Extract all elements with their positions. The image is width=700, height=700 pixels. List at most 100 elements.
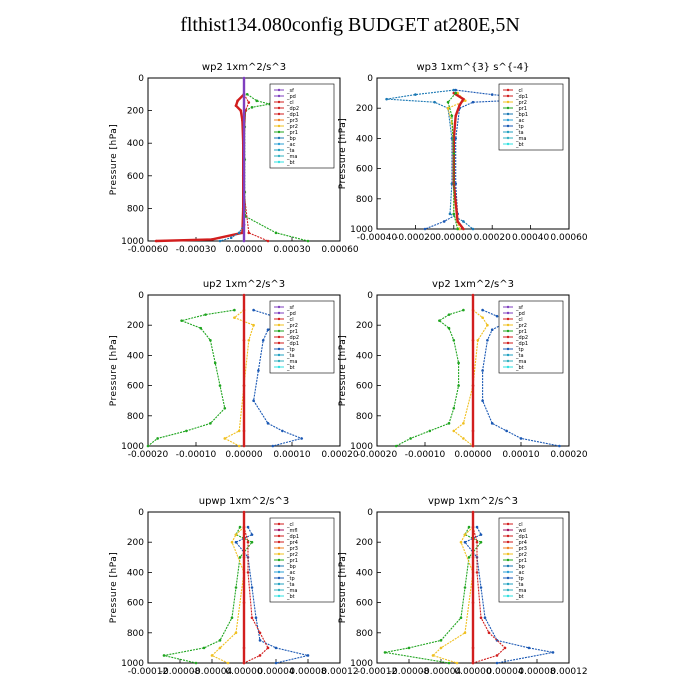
series-point-pr2	[464, 99, 467, 102]
panel-6: vpwp 1xm^2/s^3 Pressure [hPa] 0 200 400 600 80…	[338, 496, 588, 677]
y-tick-label: 400	[356, 351, 373, 361]
legend-marker	[277, 576, 281, 580]
legend-label: _cl	[515, 317, 523, 323]
x-tick-label: 0.00010	[273, 450, 310, 460]
series-point-pr2	[446, 106, 450, 110]
legend-label: _pr3	[515, 546, 527, 552]
legend-marker	[277, 347, 281, 351]
series-point-tp	[250, 533, 254, 536]
series-point-tp	[481, 399, 484, 403]
legend-marker	[506, 534, 510, 538]
legend-marker	[277, 88, 281, 92]
legend-marker	[506, 142, 510, 146]
series-point-pr1	[306, 239, 310, 243]
series-point-pr1	[238, 556, 242, 559]
legend-marker	[506, 305, 510, 309]
legend-label: _dp1	[515, 341, 528, 347]
y-tick-label: 0	[367, 291, 373, 301]
y-tick-label: 400	[127, 139, 144, 149]
series-point-cl	[471, 339, 475, 342]
series-point-dp1	[475, 540, 479, 544]
series-point-pr1	[204, 313, 207, 316]
series-point-tp	[475, 525, 479, 529]
y-tick-label: 400	[127, 568, 144, 578]
x-tick-label: 0.00004	[257, 667, 294, 677]
series-point-dp1	[266, 239, 270, 243]
series-point-tp	[558, 444, 561, 448]
y-tick-label: 1000	[121, 237, 144, 247]
legend-label: _bt	[515, 142, 524, 148]
legend-label: _tp	[515, 576, 524, 582]
legend-marker	[506, 136, 510, 140]
series-point-cl	[242, 384, 246, 387]
x-tick-label: 0.00000	[454, 667, 491, 677]
x-tick-label: 0.00010	[502, 450, 539, 460]
series-point-pr1	[274, 231, 278, 235]
series-point-cl	[462, 227, 465, 231]
series-point-pr1	[209, 339, 212, 342]
legend-label: _pr3	[286, 546, 298, 552]
legend-marker	[277, 136, 281, 140]
series-point-cl	[234, 104, 238, 108]
legend-label: _ta	[515, 130, 524, 136]
series-point-pr1	[199, 326, 203, 330]
y-axis-label: Pressure [hPa]	[338, 118, 348, 190]
series-point-pr1	[245, 93, 249, 96]
series-point-tp	[479, 533, 483, 536]
y-tick-label: 800	[356, 629, 373, 639]
series-point-pr2	[462, 422, 465, 425]
series-point-dp1	[503, 646, 507, 650]
series-point-pr1	[463, 586, 467, 589]
legend-label: _tp	[286, 576, 295, 582]
series-point-cl	[471, 601, 475, 604]
series-point-pr1	[428, 429, 432, 433]
series-point-pr2	[458, 227, 461, 231]
series-point-cl	[236, 99, 239, 103]
series-line-pr2	[431, 526, 474, 664]
legend-label: _bt	[515, 365, 524, 371]
series-point-pr1	[452, 212, 456, 216]
series-point-pr1	[447, 422, 451, 425]
series-point-tp	[486, 339, 489, 342]
legend-label: _ta	[286, 353, 295, 359]
series-line-pr1	[163, 526, 253, 664]
legend-marker	[506, 546, 510, 550]
series-point-pr2	[237, 429, 241, 433]
series-point-tp	[246, 525, 250, 529]
legend-marker	[506, 100, 510, 104]
series-point-bp1	[433, 100, 436, 104]
series-point-sf	[242, 125, 246, 129]
series-point-tp	[505, 429, 508, 433]
legend-marker	[277, 317, 281, 321]
x-tick-label: -0.00012	[357, 667, 397, 677]
series-line-tp	[464, 526, 554, 664]
series-point-pr2	[247, 339, 251, 342]
legend-label: _pd	[515, 311, 525, 317]
series-point-tp	[490, 422, 494, 425]
legend-label: _pd	[286, 311, 296, 317]
series-point-pr2	[455, 661, 459, 665]
series-point-tp	[257, 369, 260, 372]
series-point-sf	[242, 174, 246, 178]
y-tick-label: 600	[127, 172, 144, 182]
series-point-tp	[281, 429, 284, 433]
legend-label: _pr1	[286, 329, 298, 335]
series-point-cl	[456, 220, 459, 223]
legend-marker	[277, 118, 281, 122]
legend-label: _ac	[286, 570, 296, 576]
series-point-bp1	[462, 220, 465, 223]
series-point-cl	[239, 109, 243, 112]
legend-label: _bt	[286, 594, 295, 600]
series-point-cl	[242, 339, 246, 342]
series-point-cl	[462, 97, 465, 101]
series-line-dp1	[243, 94, 269, 242]
series-point-dp1	[487, 631, 491, 635]
series-point-sf	[242, 223, 246, 226]
legend-marker	[277, 130, 281, 134]
series-point-tp	[481, 369, 484, 372]
y-tick-label: 800	[127, 204, 144, 214]
series-point-pr1	[439, 639, 443, 642]
series-point-tp	[454, 88, 458, 92]
legend-label: _ta	[515, 582, 524, 588]
legend-label: _pr2	[515, 552, 527, 558]
